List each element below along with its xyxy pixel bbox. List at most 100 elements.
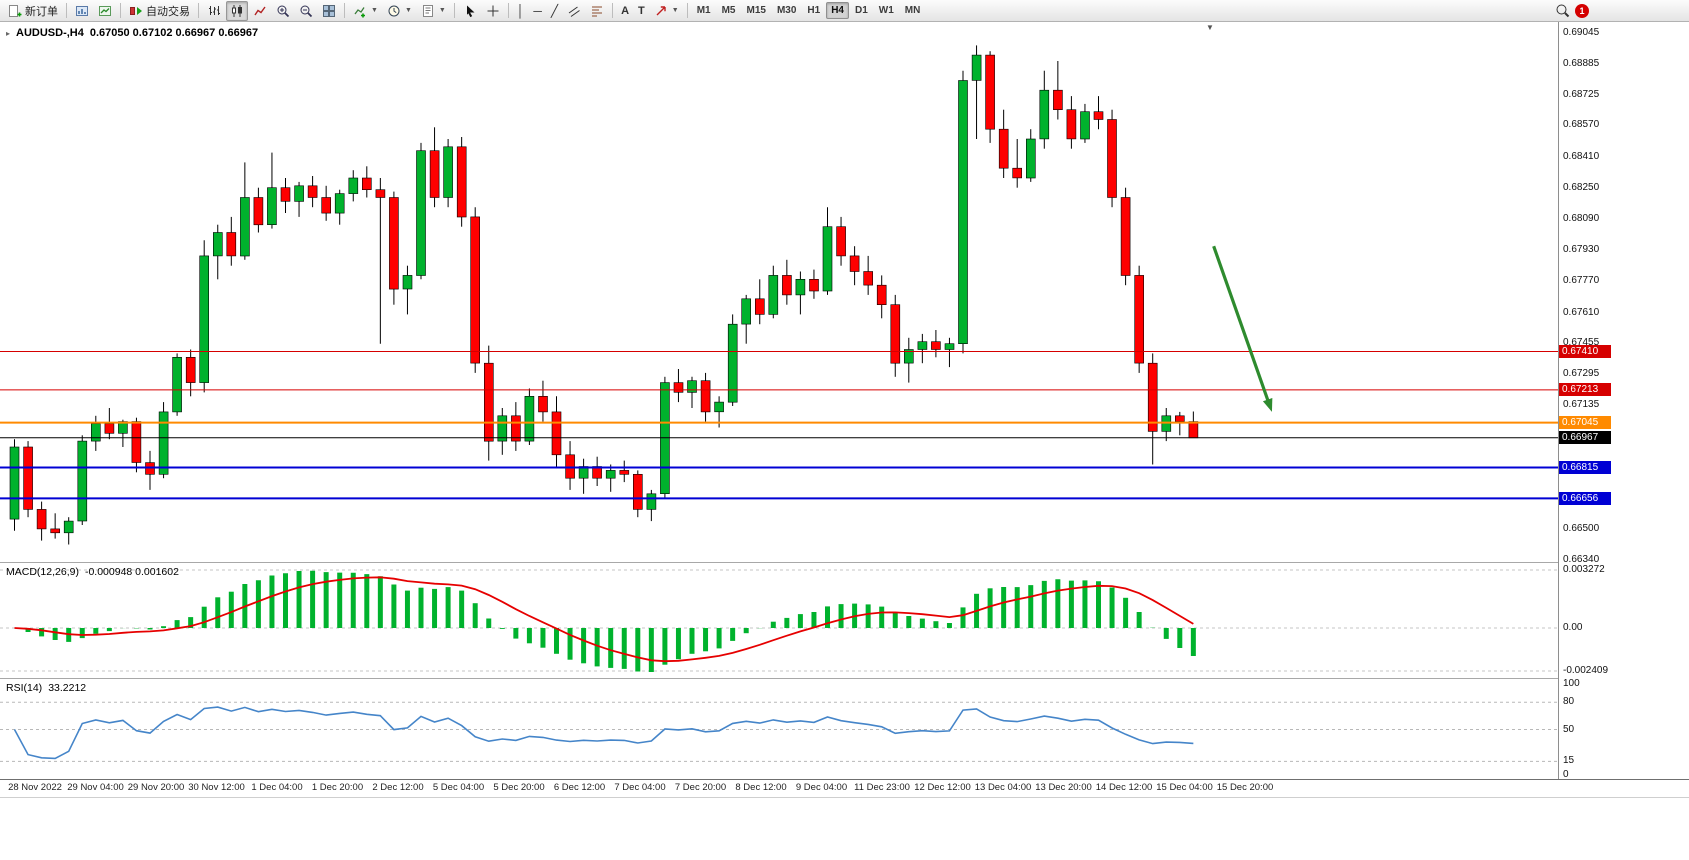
price-level-tag: 0.67213 bbox=[1559, 383, 1611, 397]
price-tick: 0.68090 bbox=[1563, 212, 1600, 224]
line-chart-icon bbox=[254, 6, 266, 15]
timeframe-h1[interactable]: H1 bbox=[807, 5, 821, 16]
macd-scale-label: 0.003272 bbox=[1563, 564, 1605, 575]
periods-caret-icon: ▼ bbox=[404, 7, 412, 14]
timeframe-m5[interactable]: M5 bbox=[721, 5, 736, 16]
time-axis-label: 5 Dec 04:00 bbox=[432, 782, 485, 793]
time-axis-label: 6 Dec 12:00 bbox=[553, 782, 606, 793]
chart-shift-marker[interactable]: ▼ bbox=[1206, 23, 1214, 32]
price-tick: 0.66500 bbox=[1563, 522, 1600, 534]
price-tick: 0.68725 bbox=[1563, 89, 1600, 101]
chart-window-button[interactable] bbox=[71, 1, 93, 21]
trendline-icon: ╱ bbox=[550, 3, 559, 18]
indicators-caret-icon: ▼ bbox=[371, 7, 378, 14]
price-tick: 0.68410 bbox=[1563, 150, 1600, 162]
candlestick-chart-icon bbox=[232, 4, 242, 17]
notification-badge[interactable]: 1 bbox=[1575, 3, 1589, 18]
price-tick: 0.67770 bbox=[1563, 275, 1600, 287]
time-axis-label: 11 Dec 23:00 bbox=[854, 782, 910, 793]
price-tick: 0.69045 bbox=[1563, 26, 1600, 38]
price-tick: 0.68885 bbox=[1563, 57, 1600, 69]
new-order-button[interactable]: 新订单 bbox=[4, 1, 62, 21]
toolbar-separator bbox=[453, 3, 455, 18]
equidistant-channel-icon bbox=[568, 6, 580, 17]
timeframe-m1[interactable]: M1 bbox=[696, 5, 711, 16]
timeframe-mn[interactable]: MN bbox=[904, 5, 921, 16]
chart-menu-icon[interactable]: ▸ bbox=[6, 28, 11, 38]
macd-pane[interactable] bbox=[0, 563, 1558, 678]
label-tool-icon: T bbox=[638, 4, 645, 17]
time-axis-label: 1 Dec 20:00 bbox=[311, 782, 364, 793]
window-bottom-border bbox=[0, 797, 1689, 798]
price-tick: 0.67610 bbox=[1563, 306, 1600, 318]
horizontal-line-button[interactable]: ─ bbox=[529, 1, 546, 21]
zoom-out-button[interactable] bbox=[295, 1, 317, 21]
arrows-button[interactable]: ▼ bbox=[650, 1, 683, 21]
text-button[interactable]: A bbox=[617, 1, 633, 21]
price-tick: 0.67295 bbox=[1563, 367, 1600, 379]
price-axis[interactable]: 0.69045 0.68885 0.68725 0.68570 0.68410 0.682… bbox=[1558, 22, 1689, 780]
timeframe-h4[interactable]: H4 bbox=[826, 2, 849, 19]
templates-button[interactable]: ▼ bbox=[417, 1, 450, 21]
timeframe-d1[interactable]: D1 bbox=[855, 5, 868, 16]
auto-trading-button[interactable]: 自动交易 bbox=[125, 1, 194, 21]
time-axis[interactable]: 28 Nov 2022 29 Nov 04:00 29 Nov 20:00 30 No… bbox=[0, 782, 1558, 797]
zoom-out-icon bbox=[300, 5, 313, 17]
tile-windows-icon bbox=[323, 4, 335, 17]
timeframe-w1[interactable]: W1 bbox=[878, 5, 894, 16]
toolbar-separator bbox=[507, 3, 509, 18]
rsi-splitter[interactable] bbox=[0, 678, 1558, 679]
time-axis-label: 9 Dec 04:00 bbox=[795, 782, 848, 793]
fibonacci-button[interactable] bbox=[586, 1, 608, 21]
time-axis-separator bbox=[0, 779, 1689, 780]
line-chart-button[interactable] bbox=[249, 1, 271, 21]
main-chart[interactable] bbox=[0, 22, 1558, 562]
macd-scale-label: 0.00 bbox=[1563, 622, 1583, 633]
candlestick-chart-button[interactable] bbox=[226, 0, 248, 21]
label-button[interactable]: T bbox=[634, 1, 649, 21]
macd-splitter[interactable] bbox=[0, 562, 1558, 563]
time-axis-label: 28 Nov 2022 bbox=[8, 782, 62, 793]
templates-icon bbox=[422, 4, 433, 17]
macd-name: MACD(12,26,9) bbox=[6, 566, 79, 578]
channel-button[interactable] bbox=[563, 1, 585, 21]
timeframe-m15[interactable]: M15 bbox=[746, 5, 766, 16]
new-order-label: 新订单 bbox=[25, 5, 58, 18]
rsi-scale-label: 80 bbox=[1563, 696, 1575, 708]
rsi-scale-label: 0 bbox=[1563, 769, 1569, 780]
profiles-button[interactable] bbox=[94, 1, 116, 21]
cursor-button[interactable] bbox=[459, 1, 481, 21]
crosshair-button[interactable] bbox=[482, 1, 504, 21]
time-axis-label: 7 Dec 04:00 bbox=[614, 782, 666, 793]
toolbar-separator bbox=[66, 3, 67, 18]
price-level-tag: 0.67410 bbox=[1559, 345, 1611, 358]
bar-chart-icon bbox=[209, 5, 220, 15]
timeframe-m30[interactable]: M30 bbox=[776, 5, 797, 16]
periods-button[interactable]: ▼ bbox=[383, 1, 416, 21]
time-axis-label: 15 Dec 20:00 bbox=[1216, 782, 1274, 793]
zoom-in-button[interactable] bbox=[272, 1, 294, 21]
price-tick: 0.68250 bbox=[1563, 181, 1600, 193]
bar-chart-button[interactable] bbox=[203, 1, 225, 21]
crosshair-icon bbox=[487, 5, 499, 16]
time-axis-label: 1 Dec 04:00 bbox=[251, 782, 303, 793]
rsi-pane[interactable] bbox=[0, 679, 1558, 778]
price-tick: 0.67455 bbox=[1563, 336, 1600, 348]
tile-windows-button[interactable] bbox=[318, 1, 340, 21]
rsi-label: RSI(14) 33.2212 bbox=[6, 682, 86, 694]
vertical-line-button[interactable]: │ bbox=[513, 1, 529, 21]
templates-caret-icon: ▼ bbox=[438, 7, 446, 14]
time-axis-label: 14 Dec 12:00 bbox=[1095, 782, 1153, 793]
fibonacci-icon bbox=[592, 6, 603, 16]
cursor-icon bbox=[466, 5, 475, 17]
time-axis-label: 13 Dec 20:00 bbox=[1035, 782, 1092, 793]
macd-scale-label: -0.002409 bbox=[1563, 665, 1609, 676]
indicators-button[interactable]: ▼ bbox=[349, 1, 382, 21]
time-axis-label: 15 Dec 04:00 bbox=[1156, 782, 1213, 793]
trendline-button[interactable]: ╱ bbox=[547, 1, 562, 21]
time-axis-label: 29 Nov 04:00 bbox=[67, 782, 124, 793]
rsi-value: 33.2212 bbox=[48, 682, 87, 694]
search-button[interactable] bbox=[1551, 1, 1574, 21]
chart-title: ▸ AUDUSD-,H4 0.67050 0.67102 0.66967 0.6… bbox=[6, 27, 258, 39]
